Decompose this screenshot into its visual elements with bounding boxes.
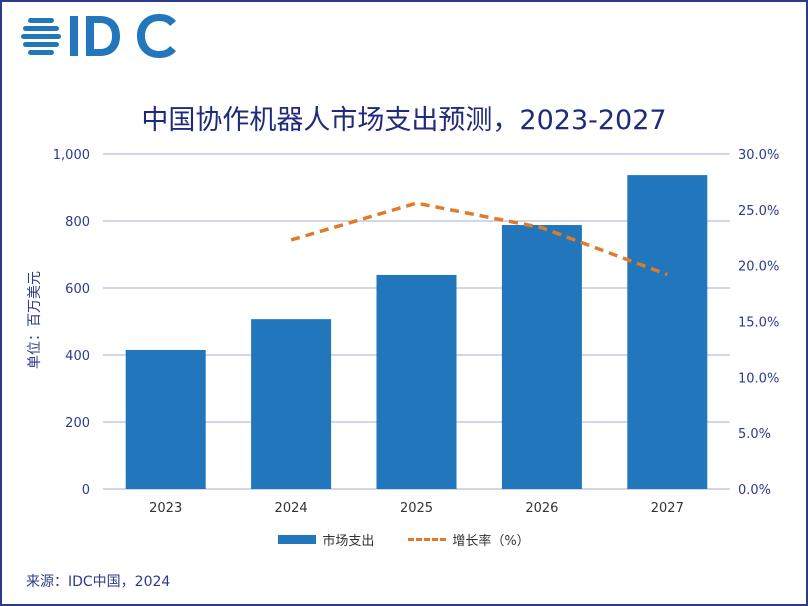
y-tick-label: 200 bbox=[65, 416, 90, 431]
y2-tick-label: 30.0% bbox=[738, 148, 779, 163]
y-tick-label: 800 bbox=[65, 215, 90, 230]
y2-tick-label: 0.0% bbox=[738, 483, 771, 498]
legend-label-spend: 市场支出 bbox=[322, 534, 375, 549]
source-note: 来源：IDC中国，2024 bbox=[26, 574, 171, 590]
legend: 市场支出 增长率（%） bbox=[0, 530, 808, 549]
legend-swatch-line bbox=[408, 538, 447, 541]
bar-2026 bbox=[501, 225, 582, 489]
x-tick-label: 2026 bbox=[525, 501, 558, 516]
x-tick-label: 2024 bbox=[275, 501, 308, 516]
y2-tick-label: 5.0% bbox=[738, 427, 771, 442]
growth-rate-line bbox=[290, 201, 668, 277]
legend-item-growth: 增长率（%） bbox=[408, 530, 530, 549]
legend-swatch-bar bbox=[278, 535, 317, 544]
y-tick-label: 0 bbox=[82, 483, 90, 498]
bar-2024 bbox=[251, 319, 332, 489]
x-tick-label: 2023 bbox=[149, 501, 182, 516]
legend-item-spend: 市场支出 bbox=[278, 530, 374, 549]
bar-2025 bbox=[376, 274, 457, 489]
y-tick-label: 1,000 bbox=[53, 148, 90, 163]
x-tick-label: 2027 bbox=[651, 501, 684, 516]
idc-logo bbox=[21, 14, 176, 58]
chart-title: 中国协作机器人市场支出预测，2023-2027 bbox=[141, 105, 667, 136]
bar-2027 bbox=[627, 175, 708, 490]
y2-tick-label: 15.0% bbox=[738, 316, 779, 331]
bar-2023 bbox=[125, 349, 206, 489]
x-tick-label: 2025 bbox=[400, 501, 433, 516]
legend-label-growth: 增长率（%） bbox=[452, 534, 530, 549]
y2-tick-label: 20.0% bbox=[738, 260, 779, 275]
y-tick-label: 400 bbox=[65, 349, 90, 364]
y2-tick-label: 25.0% bbox=[738, 204, 779, 219]
y2-tick-label: 10.0% bbox=[738, 371, 779, 386]
y-tick-label: 600 bbox=[65, 282, 90, 297]
